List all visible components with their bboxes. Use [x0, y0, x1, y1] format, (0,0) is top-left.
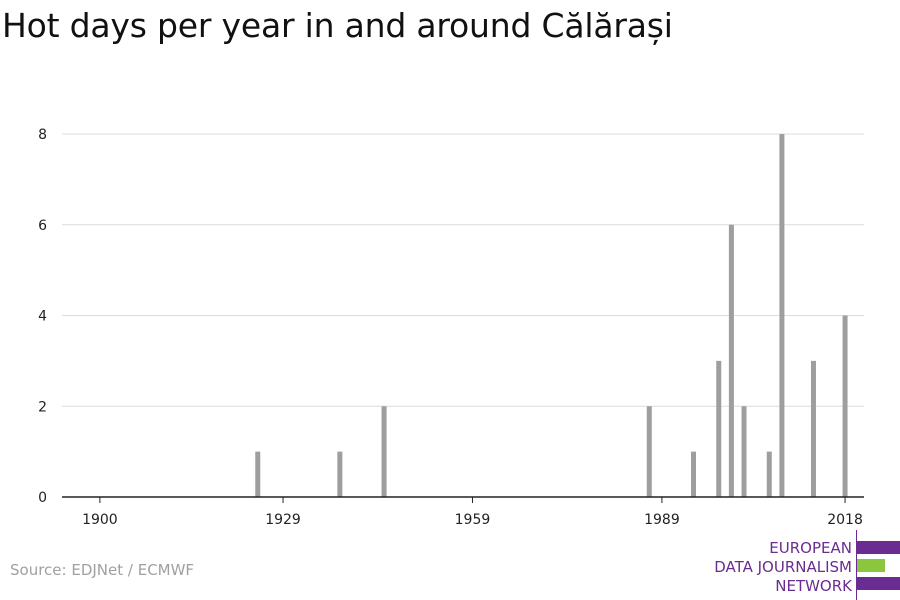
bar-2013: [810, 360, 816, 497]
y-tick-label-2: 2: [38, 399, 47, 415]
y-tick-label-0: 0: [38, 490, 47, 506]
y-tick-labels: 0 2 4 6 8: [38, 127, 47, 506]
bar-2000: [728, 224, 734, 497]
logo-divider: [856, 530, 857, 600]
edjnet-logo: EUROPEAN DATA JOURNALISM NETWORK: [700, 530, 900, 600]
source-note: Source: EDJNet / ECMWF: [10, 561, 195, 579]
bar-2002: [741, 406, 747, 497]
axes: [62, 496, 864, 503]
y-tick-label-8: 8: [38, 127, 47, 143]
logo-line-data-journalism: DATA JOURNALISM: [714, 558, 852, 576]
bar-2006: [766, 451, 772, 497]
chart-title: Hot days per year in and around Călărași: [2, 6, 673, 45]
x-tick-label-1929: 1929: [265, 512, 301, 528]
bar-1987: [646, 406, 652, 497]
logo-line-network: NETWORK: [775, 577, 852, 595]
x-tick-label-1900: 1900: [82, 512, 118, 528]
logo-bar-top: [857, 541, 900, 554]
logo-line-european: EUROPEAN: [769, 539, 852, 557]
x-tick-label-2018: 2018: [827, 512, 863, 528]
bar-2008: [779, 134, 785, 497]
bar-1994: [690, 451, 696, 497]
x-tick-label-1989: 1989: [644, 512, 680, 528]
bars: [255, 134, 848, 497]
y-tick-label-4: 4: [38, 309, 47, 325]
bar-1938: [337, 451, 343, 497]
logo-bar-bottom: [857, 577, 900, 590]
x-tick-label-1959: 1959: [455, 512, 491, 528]
logo-bar-middle: [857, 559, 885, 572]
bar-2018: [842, 315, 848, 497]
x-tick-labels: 1900 1929 1959 1989 2018: [82, 512, 863, 528]
y-tick-label-6: 6: [38, 218, 47, 234]
bar-1945: [381, 406, 387, 497]
gridlines: [62, 133, 864, 407]
bar-1925: [255, 451, 261, 497]
bar-1998: [716, 360, 722, 497]
